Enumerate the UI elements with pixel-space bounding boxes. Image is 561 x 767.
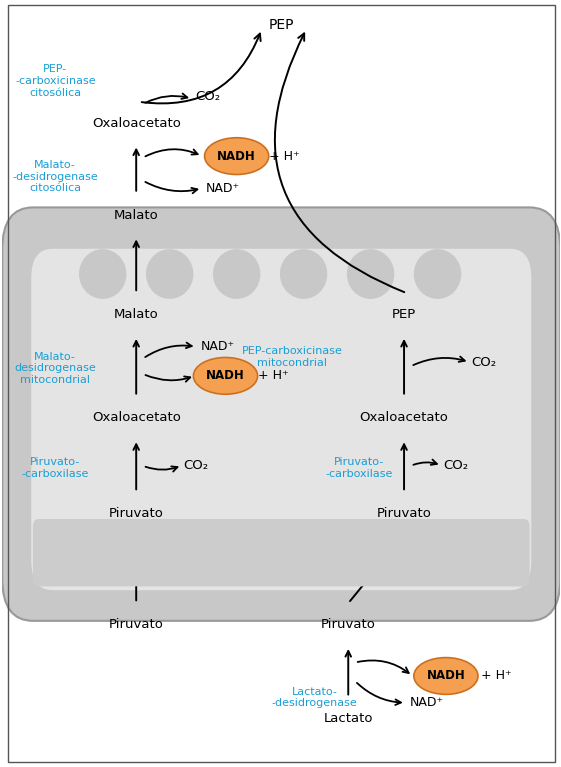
Ellipse shape	[414, 657, 478, 694]
Text: CO₂: CO₂	[443, 459, 468, 472]
Text: PEP: PEP	[269, 18, 294, 32]
Text: Malato-
desidrogenase
mitocondrial: Malato- desidrogenase mitocondrial	[15, 351, 96, 385]
Text: Piruvato: Piruvato	[376, 507, 431, 520]
Text: CO₂: CO₂	[183, 459, 209, 472]
FancyArrowPatch shape	[145, 375, 190, 382]
Text: Piruvato-
-carboxilase: Piruvato- -carboxilase	[21, 457, 89, 479]
Text: Piruvato-
-carboxilase: Piruvato- -carboxilase	[326, 457, 393, 479]
Text: PEP-
-carboxicinase
citosólica: PEP- -carboxicinase citosólica	[15, 64, 95, 97]
Text: Oxaloacetato: Oxaloacetato	[92, 117, 181, 130]
Ellipse shape	[174, 544, 221, 586]
Text: + H⁺: + H⁺	[257, 370, 288, 382]
FancyArrowPatch shape	[145, 466, 177, 472]
FancyBboxPatch shape	[31, 249, 531, 591]
Text: Oxaloacetato: Oxaloacetato	[360, 411, 448, 424]
Text: Lactato-
-desidrogenase: Lactato- -desidrogenase	[272, 686, 358, 708]
FancyBboxPatch shape	[33, 519, 530, 587]
Ellipse shape	[414, 544, 461, 586]
Text: Malato: Malato	[114, 308, 159, 321]
Ellipse shape	[347, 249, 394, 299]
Text: Malato-
-desidrogenase
citosólica: Malato- -desidrogenase citosólica	[12, 160, 98, 193]
Ellipse shape	[414, 249, 461, 299]
Ellipse shape	[280, 249, 327, 299]
FancyBboxPatch shape	[2, 207, 560, 621]
Text: NAD⁺: NAD⁺	[206, 182, 240, 195]
FancyArrowPatch shape	[275, 34, 404, 292]
FancyArrowPatch shape	[145, 94, 187, 103]
FancyArrowPatch shape	[145, 150, 197, 156]
Text: NAD⁺: NAD⁺	[200, 341, 234, 354]
Text: CO₂: CO₂	[471, 356, 496, 369]
FancyArrowPatch shape	[358, 660, 408, 673]
Text: Citosol: Citosol	[257, 561, 305, 576]
Text: Piruvato: Piruvato	[109, 507, 164, 520]
Ellipse shape	[146, 249, 194, 299]
Ellipse shape	[213, 249, 260, 299]
Text: Malato: Malato	[114, 209, 159, 222]
Ellipse shape	[90, 544, 137, 586]
Text: Piruvato: Piruvato	[321, 618, 376, 631]
Text: PEP: PEP	[392, 308, 416, 321]
Text: + H⁺: + H⁺	[481, 670, 512, 683]
FancyArrowPatch shape	[145, 182, 197, 193]
Ellipse shape	[205, 138, 269, 174]
Text: NAD⁺: NAD⁺	[410, 696, 444, 709]
FancyArrowPatch shape	[357, 683, 401, 705]
Ellipse shape	[79, 249, 126, 299]
FancyArrowPatch shape	[413, 459, 437, 465]
Text: Lactato: Lactato	[324, 713, 373, 726]
Text: NADH: NADH	[217, 150, 256, 163]
FancyArrowPatch shape	[413, 357, 465, 365]
Text: NADH: NADH	[426, 670, 465, 683]
Ellipse shape	[341, 544, 389, 586]
Text: Oxaloacetato: Oxaloacetato	[92, 411, 181, 424]
Ellipse shape	[194, 357, 257, 394]
Text: CO₂: CO₂	[195, 90, 220, 103]
FancyArrowPatch shape	[145, 343, 192, 357]
Text: PEP-carboxicinase
mitocondrial: PEP-carboxicinase mitocondrial	[242, 346, 343, 367]
Ellipse shape	[257, 544, 305, 586]
Text: + H⁺: + H⁺	[269, 150, 300, 163]
FancyArrowPatch shape	[142, 34, 261, 104]
Text: NADH: NADH	[206, 370, 245, 382]
Text: Mitocôndria: Mitocôndria	[234, 541, 328, 555]
Text: Piruvato: Piruvato	[109, 618, 164, 631]
